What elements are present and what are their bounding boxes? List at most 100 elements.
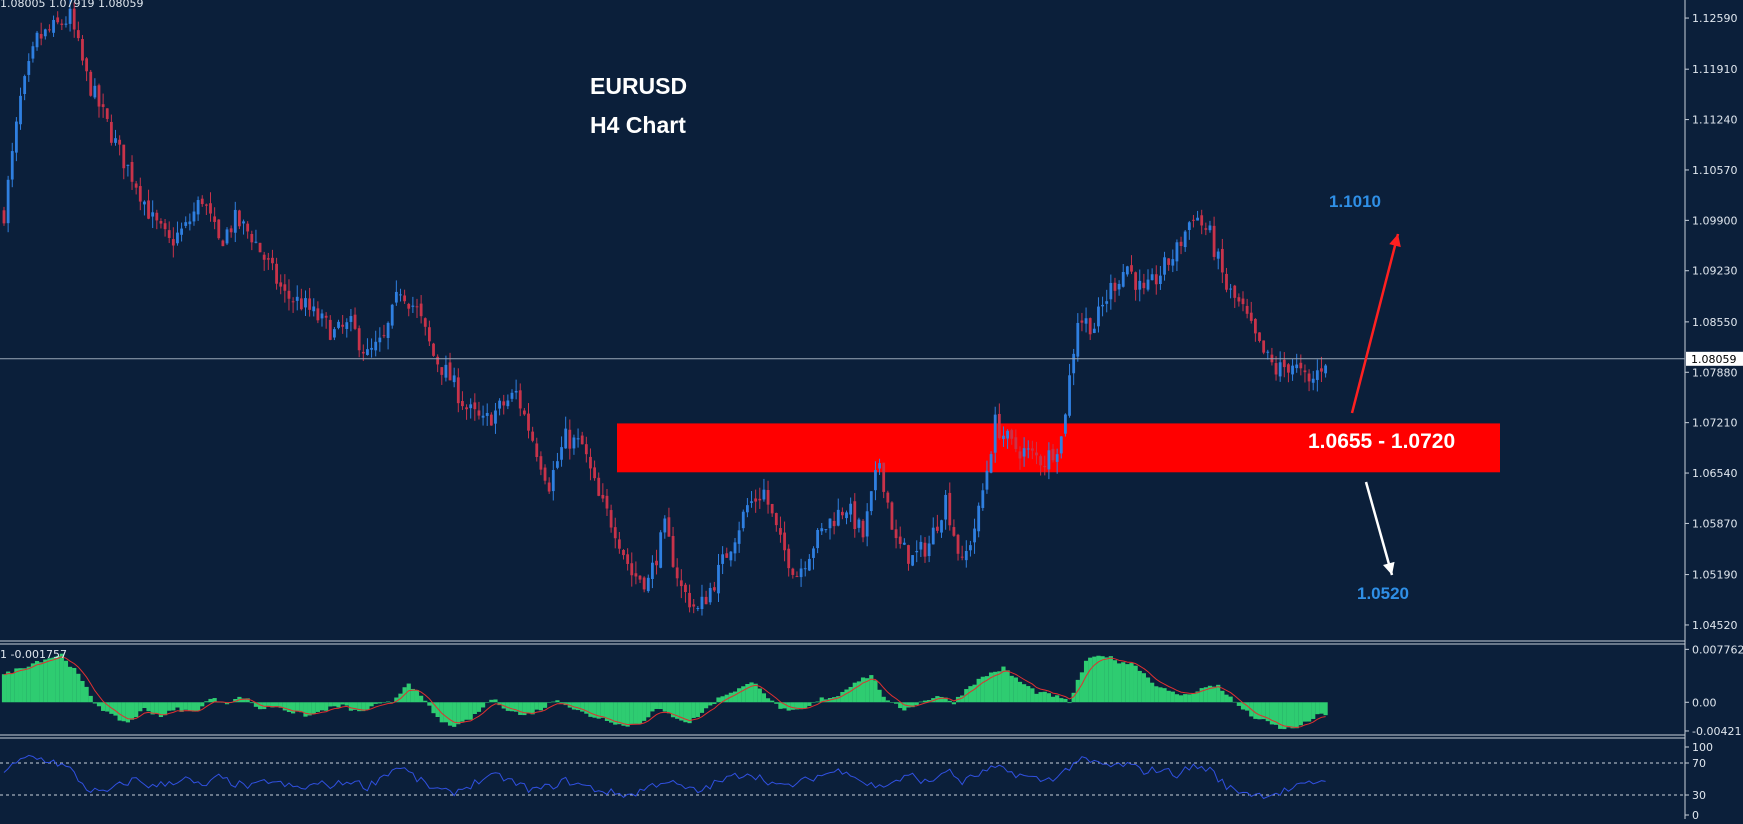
histogram-bar [1183, 694, 1188, 703]
histogram-bar [105, 702, 110, 712]
candle [1138, 269, 1142, 302]
candle [440, 367, 444, 385]
histogram-bar [1092, 656, 1097, 703]
candle [304, 290, 307, 317]
histogram-bar [1203, 687, 1208, 703]
histogram-bar [1137, 670, 1142, 703]
candle [217, 219, 221, 240]
candle [448, 352, 452, 381]
histogram-bar [493, 699, 498, 703]
histogram-bar [617, 702, 622, 725]
histogram-bar [984, 676, 990, 703]
candle-body [1142, 282, 1146, 289]
histogram-bar [1319, 702, 1324, 714]
histogram-bar [249, 702, 254, 704]
candle [188, 213, 192, 231]
candle-body [320, 313, 324, 319]
candle [444, 355, 448, 382]
candle-body [626, 554, 630, 564]
candle-body [725, 553, 729, 558]
candle-body [209, 203, 212, 214]
candle [394, 280, 398, 306]
price-axis-label: 1.11240 [1692, 114, 1738, 127]
candle-body [378, 337, 382, 343]
candle [1291, 358, 1294, 381]
histogram-bar [129, 702, 135, 720]
candle [1229, 283, 1233, 299]
candle-body [1171, 259, 1175, 266]
candle [353, 307, 357, 331]
candle [659, 530, 663, 569]
candle [1225, 267, 1228, 293]
candle [824, 529, 828, 533]
price-axis-label: 1.07880 [1692, 366, 1738, 379]
candle-body [415, 306, 419, 308]
candle [407, 302, 411, 317]
histogram-bar [720, 696, 725, 703]
indicator-readout: 1 -0.001757 [0, 648, 67, 661]
candle [874, 461, 877, 501]
histogram-bar [414, 690, 420, 703]
candle-body [845, 512, 848, 519]
candle [1113, 277, 1117, 303]
arrow-head [1389, 234, 1401, 248]
candle [1245, 298, 1249, 319]
candle-body [857, 519, 861, 528]
histogram-bar [534, 702, 539, 710]
candle-body [287, 290, 291, 299]
candle [1307, 369, 1311, 392]
candle [964, 540, 968, 568]
candle-body [1010, 430, 1014, 439]
histogram-bar [1323, 702, 1328, 716]
histogram-bar [1154, 686, 1159, 703]
histogram-bar [947, 700, 952, 703]
histogram-axis-label: 0.00 [1692, 696, 1717, 709]
candle [382, 324, 386, 339]
histogram-bar [836, 696, 841, 703]
histogram-bar [1199, 688, 1204, 703]
candle-body [973, 528, 976, 543]
candle-body [1241, 298, 1245, 305]
histogram-bar [691, 702, 696, 718]
candle [97, 83, 101, 118]
candle-body [105, 108, 109, 119]
price-axis-label: 1.05190 [1692, 569, 1738, 582]
candle-body [1324, 365, 1327, 374]
candle [671, 526, 675, 568]
histogram-bar [1265, 702, 1270, 722]
candle [527, 403, 530, 439]
histogram-bar [365, 702, 370, 710]
histogram-bar [885, 700, 890, 703]
histogram-bar [551, 701, 556, 703]
histogram-bar [67, 666, 73, 703]
candle [770, 503, 774, 517]
candle [1282, 352, 1286, 378]
candle-body [31, 46, 35, 59]
histogram-bar [348, 702, 354, 711]
histogram-bar [14, 668, 19, 703]
candle-body [1179, 241, 1183, 246]
chart-timeframe-title: H4 Chart [590, 112, 686, 138]
histogram-bar [761, 693, 767, 703]
histogram-bar [101, 702, 106, 711]
histogram-bar [282, 702, 287, 711]
candle-body [1183, 231, 1187, 248]
candle [589, 448, 592, 481]
candle [93, 78, 97, 100]
histogram-bar [819, 697, 824, 703]
candle [1237, 293, 1241, 307]
candle-body [803, 568, 807, 570]
histogram-axis-label: -0.00421 [1692, 725, 1741, 738]
candle [956, 533, 960, 561]
candle-body [981, 490, 985, 508]
histogram-bar [26, 666, 31, 703]
candle [1043, 455, 1047, 476]
histogram-bar [167, 702, 172, 711]
candle-body [308, 298, 312, 310]
candle-body [324, 315, 328, 318]
candle-body [919, 541, 923, 550]
histogram-bar [675, 702, 680, 719]
candle [1146, 269, 1150, 292]
candle [898, 526, 902, 549]
candle [1047, 442, 1051, 480]
